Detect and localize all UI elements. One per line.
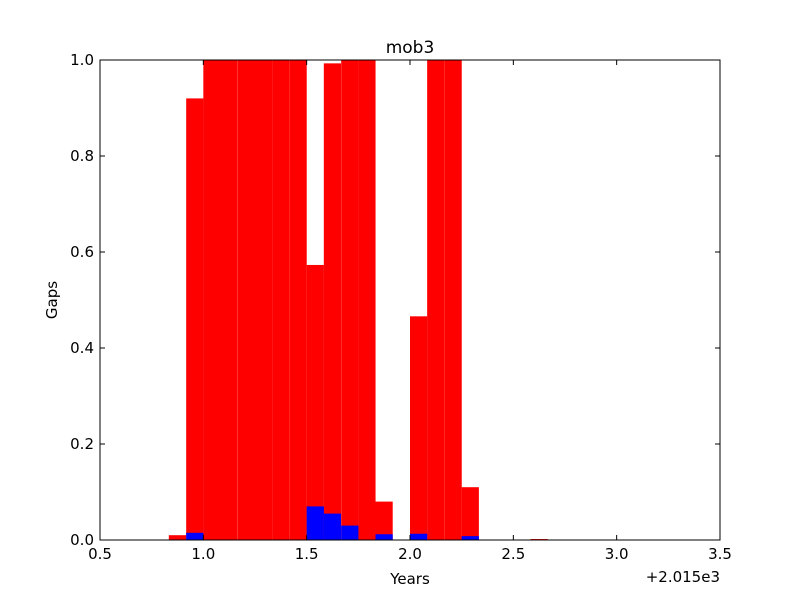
bar-series-2-5 [375, 534, 393, 540]
x-tick-label-7: 3.5 [708, 545, 732, 563]
bar-series-1-13 [375, 501, 393, 540]
bar-series-1-9 [306, 264, 324, 540]
bar-series-2-7 [461, 536, 479, 540]
y-tick-label-2: 0.2 [70, 435, 94, 453]
bar-series-1-10 [323, 63, 342, 541]
bar-series-2-3 [323, 513, 342, 540]
bar-series-1-1 [168, 535, 187, 540]
bar-series-1-7 [272, 60, 290, 540]
x-axis-label: Years [389, 570, 430, 588]
x-tick-label-5: 2.5 [501, 545, 525, 563]
bars-group [168, 60, 548, 541]
y-tick-label-4: 0.6 [70, 243, 94, 261]
x-tick-label-3: 1.5 [295, 545, 319, 563]
y-tick-label-3: 0.4 [70, 339, 94, 357]
y-axis-label: Gaps [43, 281, 61, 319]
chart-title: mob3 [386, 38, 435, 58]
bar-series-1-11 [341, 60, 359, 540]
bar-series-1-17 [461, 487, 479, 540]
x-tick-label-4: 2.0 [398, 545, 422, 563]
y-tick-label-5: 0.8 [70, 147, 94, 165]
x-tick-label-2: 1.0 [191, 545, 215, 563]
x-axis-offset-label: +2.015e3 [646, 568, 720, 586]
ticks-group: 0.5 1.0 1.5 2.0 2.5 3.0 3.5 0.0 0.2 0.4 0.6 0.8 1.0 [70, 51, 732, 563]
plot-frame [99, 59, 721, 541]
bar-series-2-2 [306, 506, 324, 540]
bar-series-2-4 [341, 525, 359, 540]
bar-series-2-6 [410, 533, 428, 540]
x-tick-label-1: 0.5 [88, 545, 112, 563]
bar-series-1-3 [203, 60, 221, 540]
bar-series-1-12 [358, 60, 376, 540]
y-tick-label-6: 1.0 [70, 51, 94, 69]
bar-series-1-8 [289, 60, 307, 540]
bar-series-1-14 [410, 316, 428, 540]
bar-series-1-2 [186, 98, 204, 541]
bar-series-1-6 [255, 60, 273, 540]
x-tick-label-6: 3.0 [605, 545, 629, 563]
bar-series-2-1 [186, 532, 204, 540]
bar-series-1-16 [444, 60, 462, 540]
bar-series-1-15 [427, 60, 445, 540]
y-tick-label-1: 0.0 [70, 531, 94, 549]
bar-series-1-5 [237, 60, 256, 540]
bar-series-1-4 [220, 60, 238, 540]
